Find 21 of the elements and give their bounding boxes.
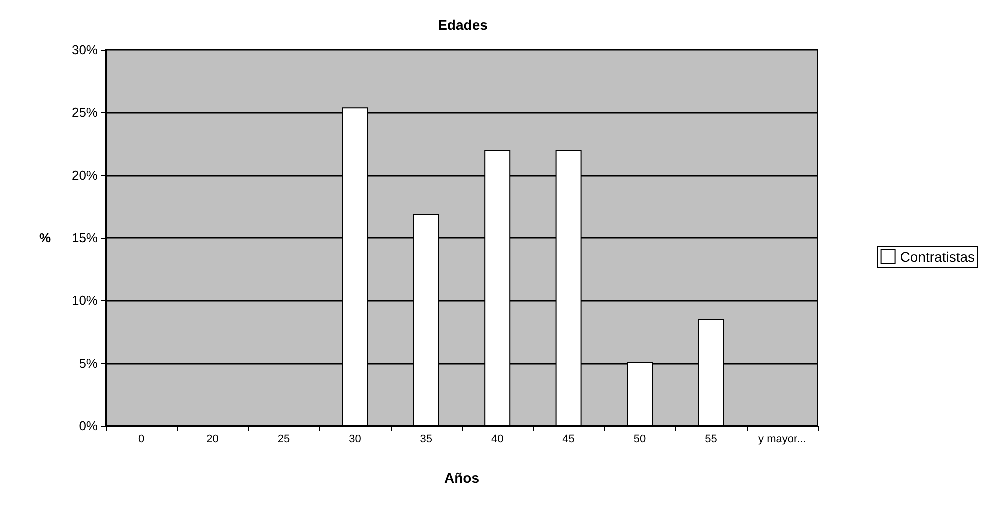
y-tick-label: 20% [72,168,98,183]
y-tick-label: 25% [72,105,98,120]
chart-title: Edades [438,17,488,33]
x-tick-label: 35 [420,434,433,446]
x-tick-label: 50 [634,434,646,446]
x-tick-label: y mayor... [758,434,806,446]
y-tick-label: 0% [79,418,98,434]
legend-label: Contratistas [900,249,976,265]
y-tick-label: 10% [72,293,98,308]
y-axis-title: % [39,230,52,246]
x-tick-label: 25 [278,434,290,446]
x-axis-title: Años [444,470,480,486]
x-tick-label: 40 [491,434,504,446]
x-tick-label: 0 [138,434,145,446]
y-tick-label: 30% [72,42,98,58]
y-tick-label: 15% [72,230,98,246]
y-tick-label: 5% [79,356,98,371]
x-tick-label: 55 [705,434,718,446]
x-tick-label: 30 [349,434,362,446]
x-tick-label: 20 [206,434,219,446]
x-tick-label: 45 [562,434,575,446]
